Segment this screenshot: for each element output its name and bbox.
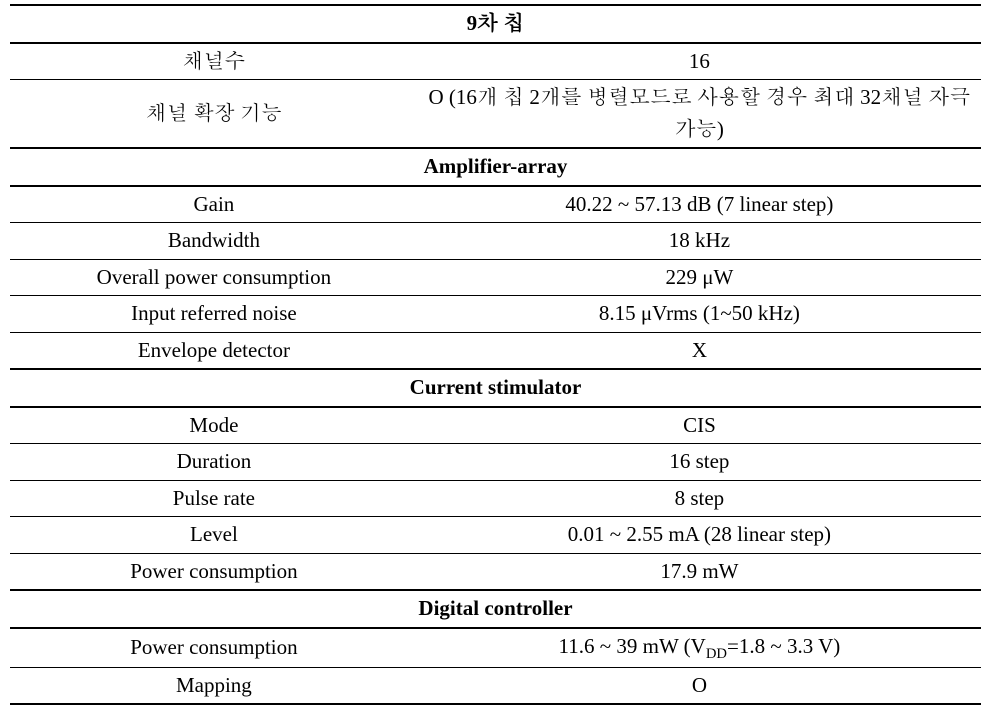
cell-value: O bbox=[418, 667, 981, 704]
cell-label: Mapping bbox=[10, 667, 418, 704]
cell-label: Pulse rate bbox=[10, 480, 418, 517]
cell-label: Gain bbox=[10, 186, 418, 223]
spec-table: 9차 칩 채널수 16 채널 확장 기능 O (16개 칩 2개를 병렬모드로 … bbox=[10, 4, 981, 705]
cell-value: O (16개 칩 2개를 병렬모드로 사용할 경우 최대 32채널 자극 가능) bbox=[418, 80, 981, 149]
cell-label: Overall power consumption bbox=[10, 259, 418, 296]
cell-label: Duration bbox=[10, 444, 418, 481]
cell-value: 8 step bbox=[418, 480, 981, 517]
cell-value: CIS bbox=[418, 407, 981, 444]
section-header-dig: Digital controller bbox=[10, 590, 981, 628]
cell-value: 16 step bbox=[418, 444, 981, 481]
cell-label: Envelope detector bbox=[10, 332, 418, 369]
cell-value: 0.01 ~ 2.55 mA (28 linear step) bbox=[418, 517, 981, 554]
cell-label: Mode bbox=[10, 407, 418, 444]
cell-label: Bandwidth bbox=[10, 223, 418, 260]
cell-label: Level bbox=[10, 517, 418, 554]
cell-value: 17.9 mW bbox=[418, 553, 981, 590]
cell-value: 8.15 μVrms (1~50 kHz) bbox=[418, 296, 981, 333]
cell-label: Power consumption bbox=[10, 628, 418, 668]
cell-value: 229 μW bbox=[418, 259, 981, 296]
cell-label: 채널 확장 기능 bbox=[10, 80, 418, 149]
cell-value: 40.22 ~ 57.13 dB (7 linear step) bbox=[418, 186, 981, 223]
cell-label: Input referred noise bbox=[10, 296, 418, 333]
cell-value: 18 kHz bbox=[418, 223, 981, 260]
cell-value: X bbox=[418, 332, 981, 369]
section-header-amp: Amplifier-array bbox=[10, 148, 981, 186]
cell-label: Power consumption bbox=[10, 553, 418, 590]
cell-label: 채널수 bbox=[10, 43, 418, 80]
cell-value: 11.6 ~ 39 mW (VDD=1.8 ~ 3.3 V) bbox=[418, 628, 981, 668]
cell-value: 16 bbox=[418, 43, 981, 80]
section-header-stim: Current stimulator bbox=[10, 369, 981, 407]
section-header-chip: 9차 칩 bbox=[10, 5, 981, 43]
